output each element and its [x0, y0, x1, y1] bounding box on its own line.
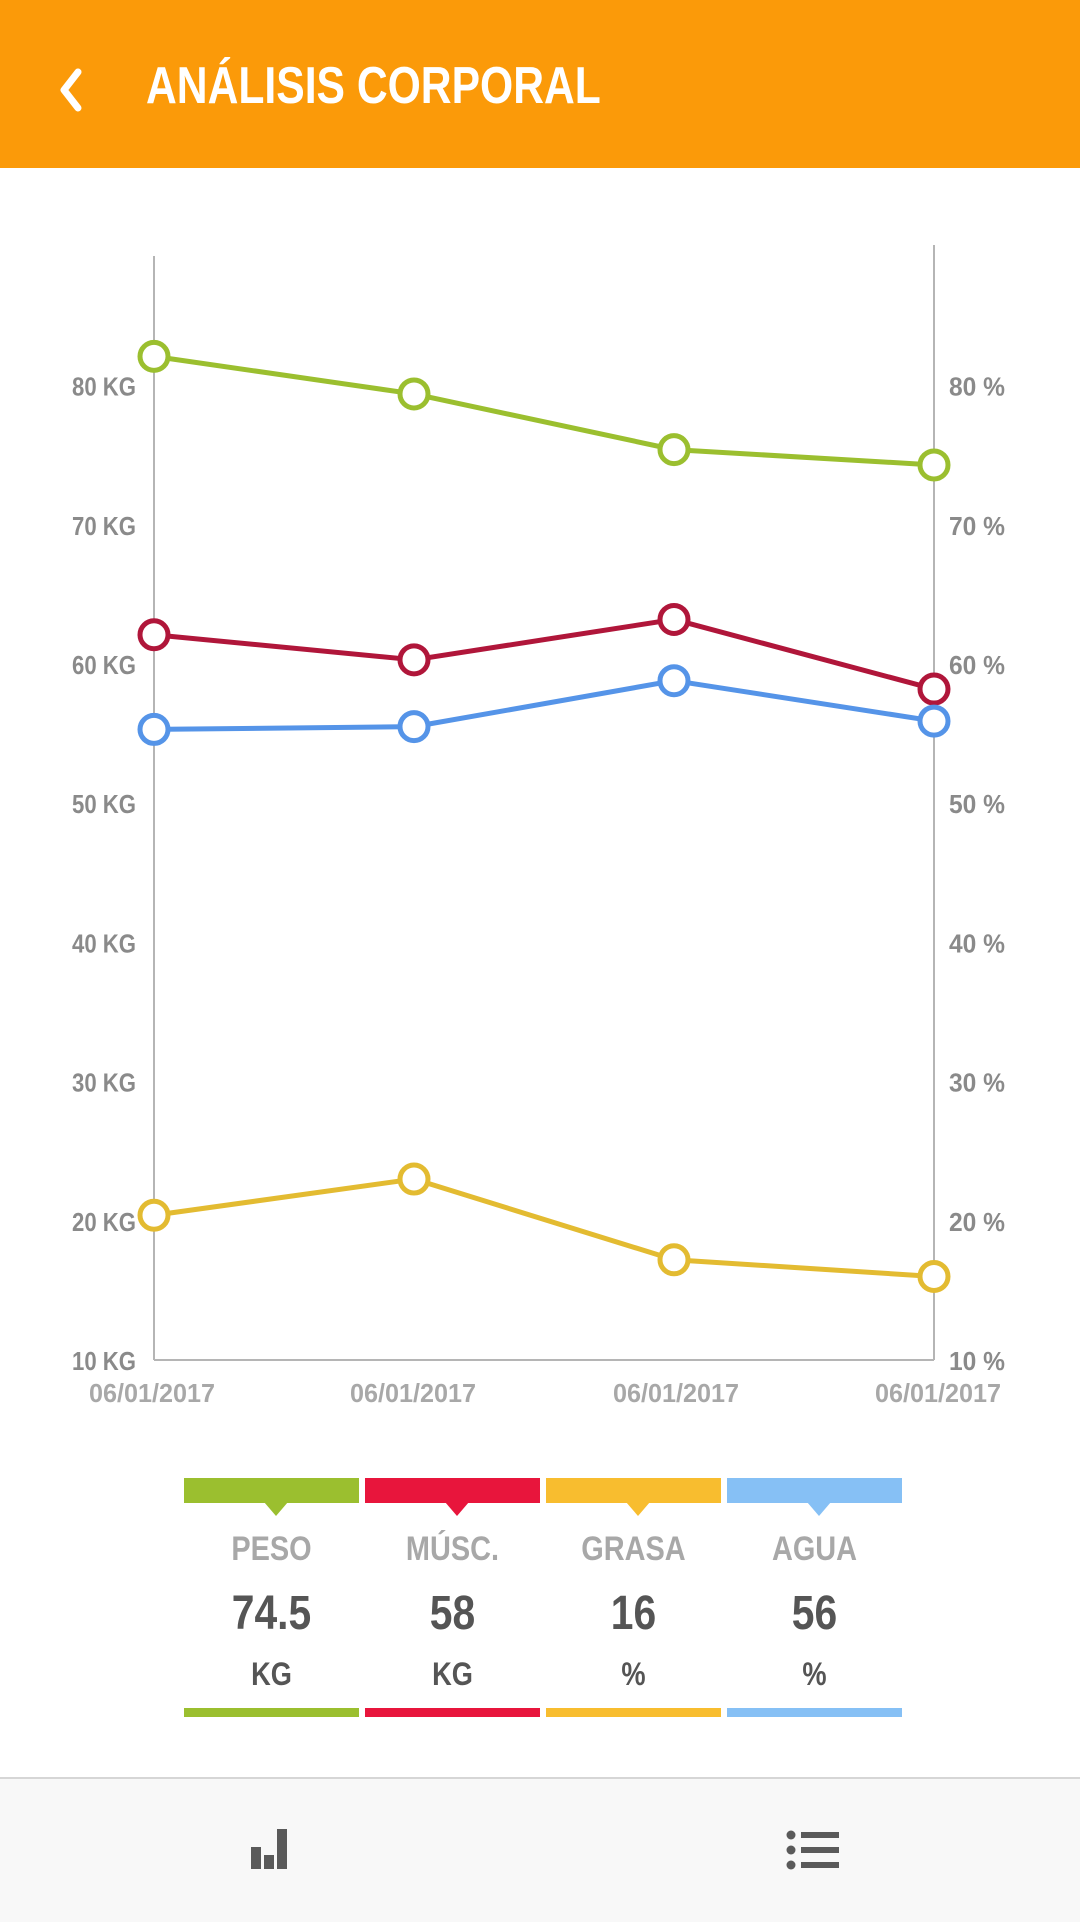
data-point[interactable]: [137, 1198, 171, 1232]
legend-value: 74.5: [231, 1587, 312, 1640]
y-axis-left-ticks: 10 KG 20 KG 30 KG 40 KG 50 KG 60 KG 70 KG 80 KG: [72, 372, 136, 1376]
legend-unit: %: [802, 1656, 827, 1692]
legend-color-bar: [184, 1478, 359, 1503]
legend-value: 58: [429, 1587, 476, 1640]
data-point[interactable]: [657, 433, 691, 467]
x-tick-label: 06/01/2017: [613, 1378, 739, 1408]
legend-label: AGUA: [771, 1530, 858, 1568]
legend-pointer: [264, 1502, 288, 1516]
data-point[interactable]: [137, 618, 171, 652]
chart-axes: [153, 245, 935, 1361]
legend-label: PESO: [231, 1530, 312, 1568]
x-tick-label: 06/01/2017: [89, 1378, 215, 1408]
list-view-button[interactable]: [778, 1815, 848, 1885]
data-point[interactable]: [917, 704, 951, 738]
app-header: ANÁLISIS CORPORAL: [0, 0, 1080, 168]
data-point[interactable]: [397, 643, 431, 677]
data-point[interactable]: [397, 710, 431, 744]
data-point[interactable]: [137, 339, 171, 373]
y-right-tick-label: 80 %: [949, 372, 1005, 402]
y-left-tick-label: 70 KG: [72, 511, 136, 541]
legend-label: GRASA: [581, 1530, 686, 1568]
y-right-tick-label: 10 %: [949, 1346, 1005, 1376]
series-line: [153, 1176, 935, 1279]
y-right-tick-label: 40 %: [949, 928, 1005, 958]
y-axis-right-ticks: 10 % 20 % 30 % 40 % 50 % 60 % 70 % 80 %: [949, 372, 1005, 1376]
x-axis-ticks: 06/01/2017 06/01/2017 06/01/2017 06/01/2017: [89, 1378, 1001, 1408]
legend-item-peso[interactable]: PESO 74.5 KG: [184, 1478, 359, 1718]
back-button[interactable]: [40, 52, 100, 128]
x-tick-label: 06/01/2017: [350, 1378, 476, 1408]
legend-unit: KG: [432, 1656, 473, 1692]
chevron-left-icon: [60, 68, 82, 112]
legend-item-agua[interactable]: AGUA 56 %: [727, 1478, 902, 1718]
chart-legend: PESO 74.5 KG MÚSC. 58 KG GRASA 16 % AGUA…: [184, 1478, 902, 1718]
y-left-tick-label: 60 KG: [72, 650, 136, 680]
y-left-tick-label: 20 KG: [72, 1207, 136, 1237]
x-tick-label: 06/01/2017: [875, 1378, 1001, 1408]
y-right-tick-label: 50 %: [949, 789, 1005, 819]
bar-chart-icon: [251, 1829, 287, 1869]
data-point[interactable]: [917, 672, 951, 706]
series-line: [153, 353, 935, 468]
legend-underline: [546, 1708, 721, 1717]
series-grasa: [137, 1162, 951, 1293]
legend-label: MÚSC.: [405, 1530, 500, 1568]
y-left-tick-label: 40 KG: [72, 928, 136, 958]
legend-item-musc[interactable]: MÚSC. 58 KG: [365, 1478, 540, 1718]
data-point[interactable]: [137, 712, 171, 746]
legend-item-grasa[interactable]: GRASA 16 %: [546, 1478, 721, 1718]
y-left-tick-label: 10 KG: [72, 1346, 136, 1376]
series-line: [153, 616, 935, 692]
chart-series: [137, 339, 951, 1293]
legend-value: 56: [791, 1587, 838, 1640]
legend-color-bar: [727, 1478, 902, 1503]
legend-underline: [365, 1708, 540, 1717]
data-point[interactable]: [657, 1243, 691, 1277]
legend-pointer: [807, 1502, 831, 1516]
list-icon: [786, 1830, 839, 1870]
page-title: ANÁLISIS CORPORAL: [146, 57, 601, 115]
y-right-tick-label: 60 %: [949, 650, 1005, 680]
series-peso: [137, 339, 951, 482]
legend-underline: [184, 1708, 359, 1717]
y-right-tick-label: 70 %: [949, 511, 1005, 541]
series-agua: [137, 664, 951, 746]
data-point[interactable]: [917, 448, 951, 482]
data-point[interactable]: [657, 664, 691, 698]
y-right-tick-label: 20 %: [949, 1207, 1005, 1237]
bottom-navigation: [0, 1777, 1080, 1922]
body-analysis-chart: 10 KG 20 KG 30 KG 40 KG 50 KG 60 KG 70 KG 80 KG…: [72, 245, 1005, 1408]
series-msc: [137, 602, 951, 706]
series-line: [153, 678, 935, 732]
y-left-tick-label: 50 KG: [72, 789, 136, 819]
legend-value: 16: [610, 1587, 657, 1640]
data-point[interactable]: [657, 602, 691, 636]
legend-unit: KG: [251, 1656, 292, 1692]
data-point[interactable]: [917, 1259, 951, 1293]
data-point[interactable]: [397, 1162, 431, 1196]
legend-pointer: [626, 1502, 650, 1516]
legend-color-bar: [365, 1478, 540, 1503]
legend-unit: %: [621, 1656, 646, 1692]
legend-pointer: [445, 1502, 469, 1516]
y-right-tick-label: 30 %: [949, 1068, 1005, 1098]
chart-view-button[interactable]: [238, 1815, 308, 1885]
legend-color-bar: [546, 1478, 721, 1503]
data-point[interactable]: [397, 377, 431, 411]
y-left-tick-label: 30 KG: [72, 1068, 136, 1098]
y-left-tick-label: 80 KG: [72, 372, 136, 402]
legend-underline: [727, 1708, 902, 1717]
